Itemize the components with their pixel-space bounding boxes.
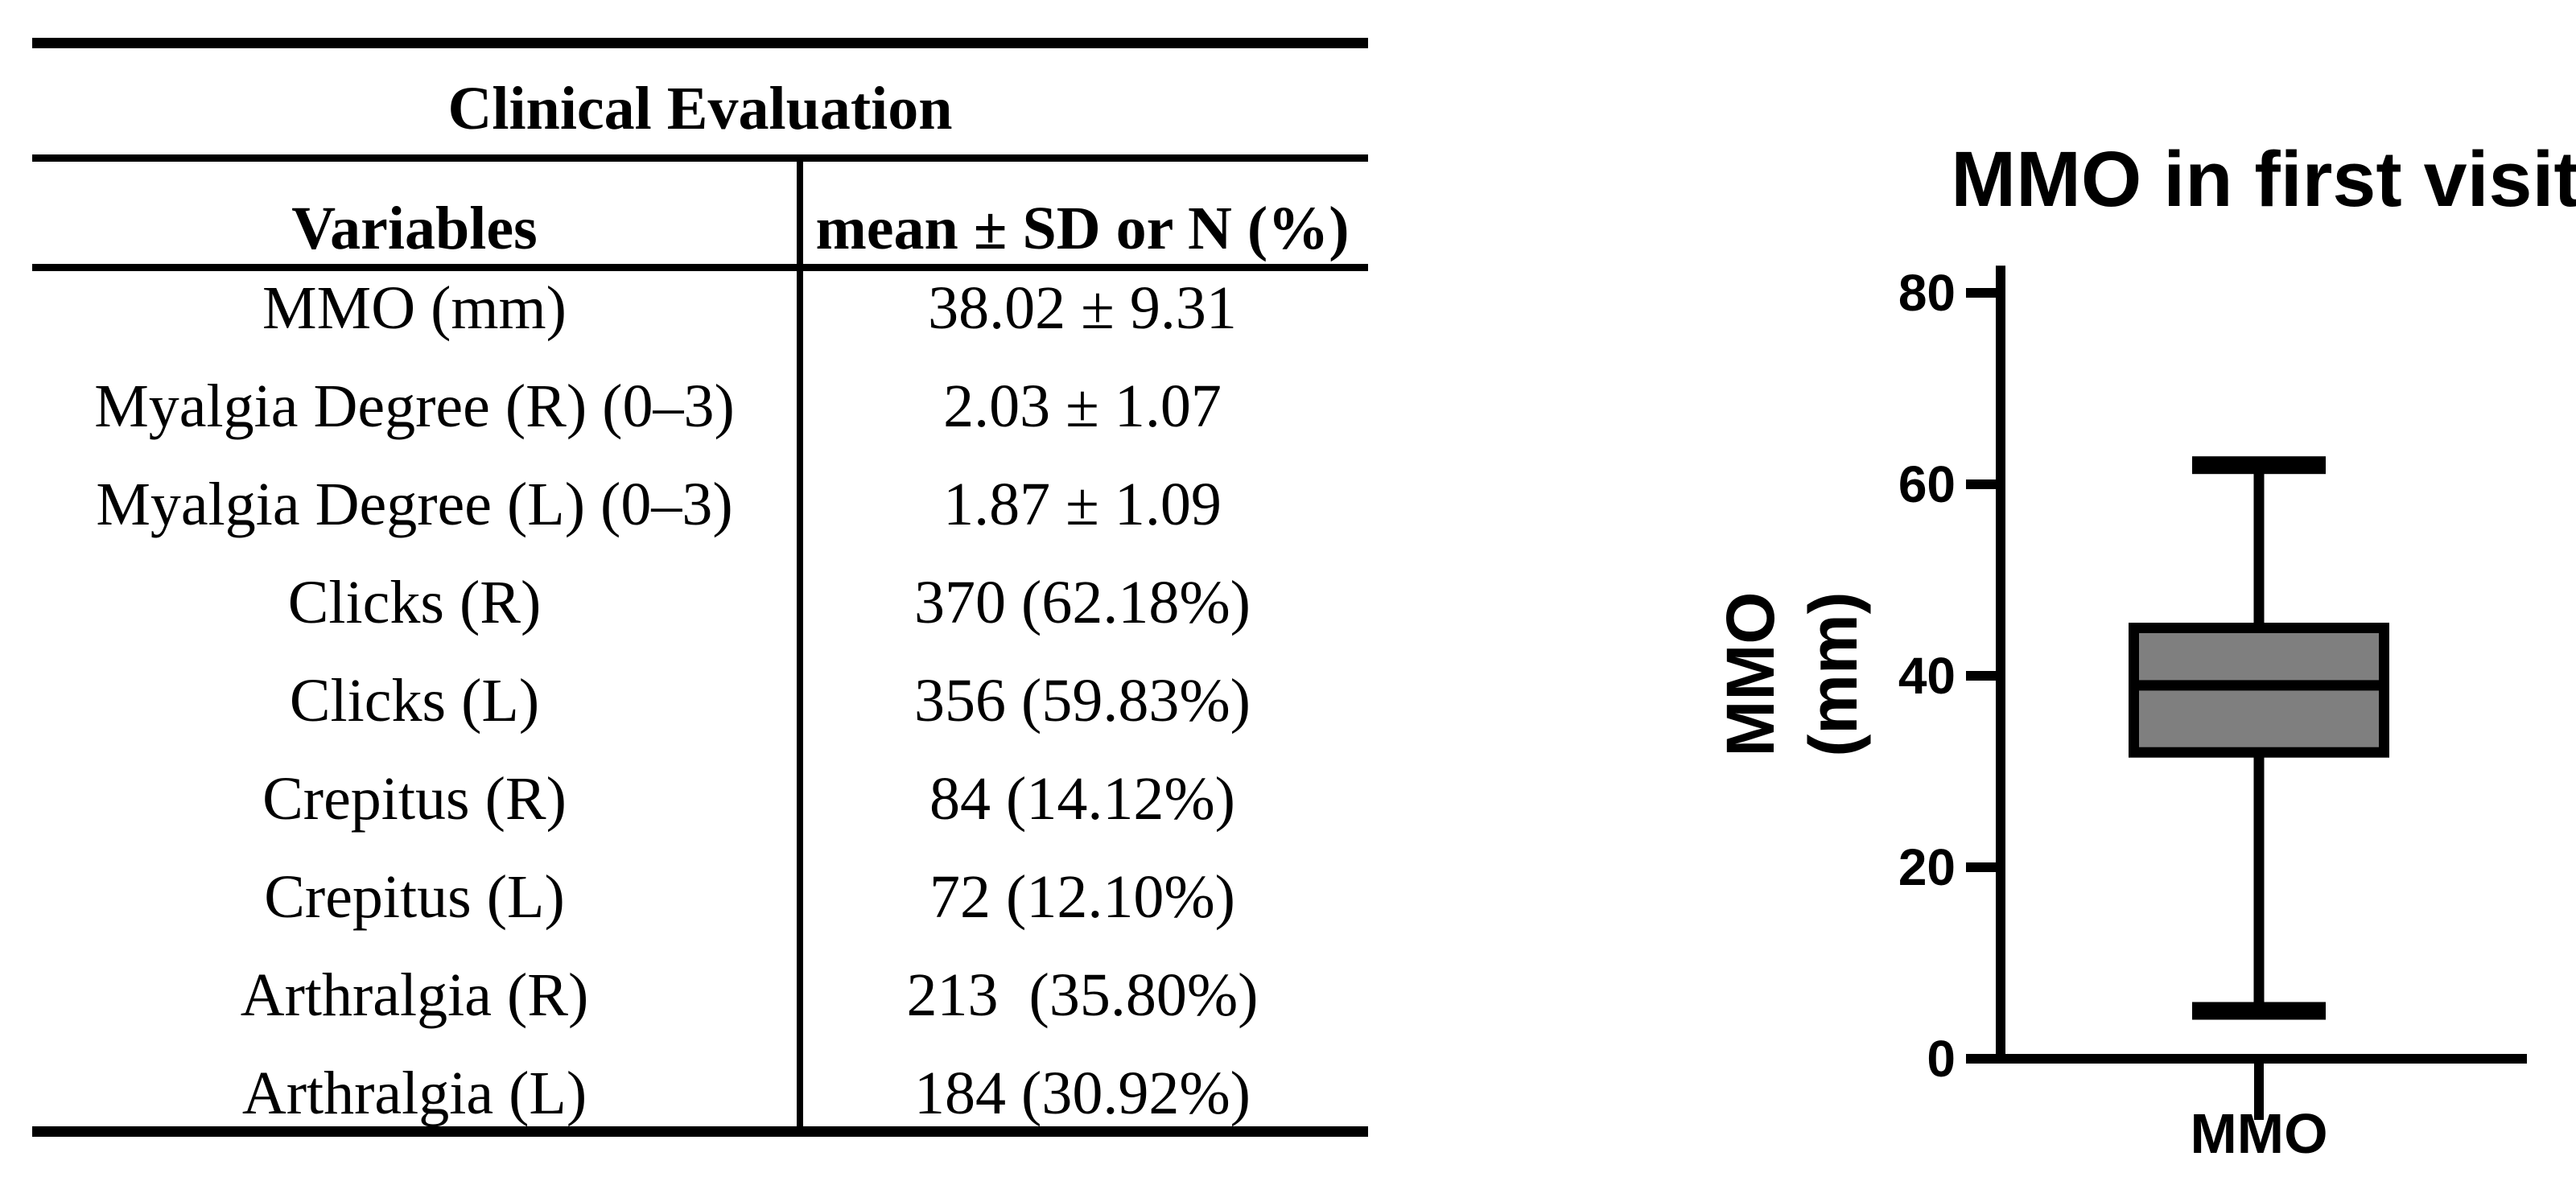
- lower-whisker: [2253, 752, 2265, 1011]
- y-tick-mark: [1966, 479, 2001, 489]
- median-line: [2133, 680, 2384, 691]
- row-value: 213 (35.80%): [906, 961, 1259, 1029]
- row-variable: Crepitus (R): [262, 764, 567, 833]
- table-row: Myalgia Degree (R) (0–3) 2.03 ± 1.07: [32, 357, 1368, 455]
- row-variable: Clicks (R): [287, 568, 542, 636]
- table-row: Arthralgia (L) 184 (30.92%): [32, 1044, 1368, 1142]
- y-tick-mark: [1966, 862, 2001, 872]
- y-tick-label: 80: [1898, 264, 1956, 322]
- table-bottom-border: [32, 1126, 1368, 1137]
- table-row: Clicks (R) 370 (62.18%): [32, 554, 1368, 652]
- y-tick-label: 60: [1898, 455, 1956, 513]
- y-tick-mark: [1966, 288, 2001, 298]
- row-variable: MMO (mm): [262, 274, 567, 342]
- row-variable: Myalgia Degree (L) (0–3): [96, 470, 733, 538]
- row-variable: Crepitus (L): [264, 862, 565, 931]
- table-top-border: [32, 38, 1368, 48]
- table-column-divider: [797, 154, 803, 1137]
- table-row: Crepitus (L) 72 (12.10%): [32, 848, 1368, 946]
- table-row: MMO (mm) 38.02 ± 9.31: [32, 259, 1368, 357]
- lower-whisker-cap: [2192, 1002, 2326, 1020]
- row-variable: Clicks (L): [289, 666, 540, 735]
- row-variable: Arthralgia (L): [241, 1059, 587, 1127]
- x-tick-mark: [2254, 1059, 2264, 1120]
- row-value: 1.87 ± 1.09: [943, 470, 1222, 538]
- clinical-evaluation-table: Clinical Evaluation Variables mean ± SD …: [32, 38, 1368, 1142]
- y-axis-line: [1996, 265, 2005, 1064]
- table-title: Clinical Evaluation: [447, 75, 953, 142]
- table-row: Crepitus (R) 84 (14.12%): [32, 750, 1368, 848]
- y-axis-title-line2: (mm): [1795, 591, 1871, 756]
- table-row: Clicks (L) 356 (59.83%): [32, 652, 1368, 750]
- row-value: 84 (14.12%): [929, 764, 1235, 833]
- y-axis-title-line1: MMO: [1713, 591, 1788, 756]
- table-title-separator: [32, 154, 1368, 162]
- row-value: 356 (59.83%): [914, 666, 1251, 735]
- column-header-values: mean ± SD or N (%): [815, 194, 1350, 262]
- table-header-separator: [32, 264, 1368, 271]
- table-header-row: Variables mean ± SD or N (%): [32, 181, 1368, 276]
- table-row: Myalgia Degree (L) (0–3) 1.87 ± 1.09: [32, 455, 1368, 554]
- row-value: 2.03 ± 1.07: [943, 372, 1222, 440]
- row-variable: Arthralgia (R): [240, 961, 589, 1029]
- row-value: 38.02 ± 9.31: [928, 274, 1237, 342]
- upper-whisker: [2253, 465, 2265, 628]
- row-value: 370 (62.18%): [914, 568, 1251, 636]
- chart-title: MMO in first visit: [1951, 135, 2576, 223]
- y-tick-mark: [1966, 671, 2001, 681]
- row-variable: Myalgia Degree (R) (0–3): [94, 372, 735, 440]
- y-tick-label: 40: [1898, 647, 1956, 705]
- table-row: Arthralgia (R) 213 (35.80%): [32, 946, 1368, 1044]
- y-tick-label: 0: [1927, 1030, 1956, 1088]
- y-tick-label: 20: [1898, 838, 1956, 896]
- upper-whisker-cap: [2192, 456, 2326, 475]
- row-value: 72 (12.10%): [929, 862, 1235, 931]
- x-category-label: MMO: [2190, 1102, 2327, 1165]
- row-value: 184 (30.92%): [914, 1059, 1251, 1127]
- column-header-variables: Variables: [291, 194, 538, 262]
- x-axis-line: [1966, 1054, 2527, 1064]
